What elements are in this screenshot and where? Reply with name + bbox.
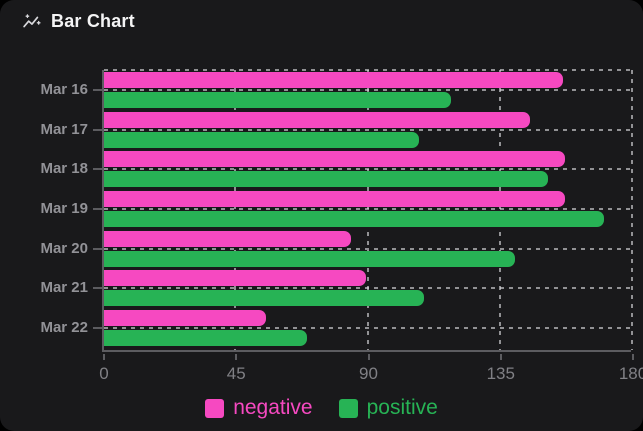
- bar-negative-mar-19[interactable]: [104, 191, 566, 207]
- bar-positive-mar-17[interactable]: [104, 132, 419, 148]
- plot-area: Mar 16 Mar 17 Mar 18 Mar 19 Mar 20 Mar 21 Mar …: [40, 69, 643, 383]
- bar-positive-mar-16[interactable]: [104, 92, 451, 108]
- x-tick-mark: [235, 354, 237, 360]
- gridline-horizontal-4: [104, 248, 631, 250]
- gridline-vertical-45: [234, 70, 236, 350]
- y-axis-label: Mar 16: [40, 81, 88, 98]
- gridline-vertical-135: [499, 70, 501, 350]
- y-axis-label: Mar 19: [40, 200, 88, 217]
- bar-negative-mar-20[interactable]: [104, 231, 351, 247]
- gridline-horizontal-1: [104, 129, 631, 131]
- bar-negative-mar-17[interactable]: [104, 112, 531, 128]
- y-axis-label: Mar 20: [40, 239, 88, 257]
- legend-item-negative[interactable]: negative: [205, 396, 313, 420]
- bar-positive-mar-21[interactable]: [104, 290, 425, 306]
- x-tick-mark: [500, 354, 502, 360]
- legend-swatch-negative: [205, 398, 225, 418]
- bar-positive-mar-18[interactable]: [104, 171, 548, 187]
- bar-positive-mar-19[interactable]: [104, 211, 604, 227]
- bar-negative-mar-21[interactable]: [104, 270, 366, 286]
- gridline-horizontal-2: [104, 168, 631, 170]
- y-tick-mark: [93, 327, 102, 329]
- x-axis-label: 180: [618, 364, 643, 383]
- gridline-horizontal-5: [104, 287, 631, 289]
- bar-negative-mar-16[interactable]: [104, 72, 563, 88]
- gridline-horizontal-3: [104, 208, 631, 210]
- y-tick-mark: [93, 89, 102, 91]
- y-tick-mark: [93, 248, 102, 250]
- y-axis-label: Mar 22: [40, 319, 88, 336]
- bar-negative-mar-18[interactable]: [104, 151, 566, 167]
- y-axis-label: Mar 17: [40, 120, 88, 138]
- y-tick-mark: [93, 287, 102, 289]
- gridline-horizontal-6: [104, 327, 631, 329]
- bar-positive-mar-22[interactable]: [104, 330, 307, 346]
- chart-legend: negative positive: [0, 396, 643, 420]
- card-header: Bar Chart: [22, 11, 135, 32]
- bar-positive-mar-20[interactable]: [104, 251, 516, 267]
- y-tick-mark: [93, 168, 102, 170]
- gridline-vertical-90: [367, 70, 369, 350]
- x-tick-mark: [103, 354, 105, 360]
- chart-title: Bar Chart: [51, 11, 135, 31]
- gridline-horizontal-0: [104, 89, 631, 91]
- trend-sparkline-icon: [23, 13, 41, 27]
- x-axis-label: 0: [99, 364, 109, 383]
- x-tick-mark: [368, 354, 370, 360]
- y-tick-mark: [93, 129, 102, 131]
- y-axis-label: Mar 18: [40, 160, 88, 178]
- x-axis-label: 135: [486, 364, 515, 383]
- legend-item-positive[interactable]: positive: [338, 396, 438, 420]
- legend-swatch-positive: [338, 398, 358, 418]
- y-axis-label: Mar 21: [40, 279, 88, 297]
- x-axis-label: 90: [359, 364, 378, 383]
- legend-label-positive: positive: [366, 396, 438, 419]
- x-tick-mark: [632, 354, 634, 360]
- x-axis-label: 45: [226, 364, 246, 383]
- y-tick-mark: [93, 208, 102, 210]
- bar-negative-mar-22[interactable]: [104, 310, 266, 326]
- legend-label-negative: negative: [233, 396, 313, 419]
- gridline-vertical-180: [631, 70, 633, 350]
